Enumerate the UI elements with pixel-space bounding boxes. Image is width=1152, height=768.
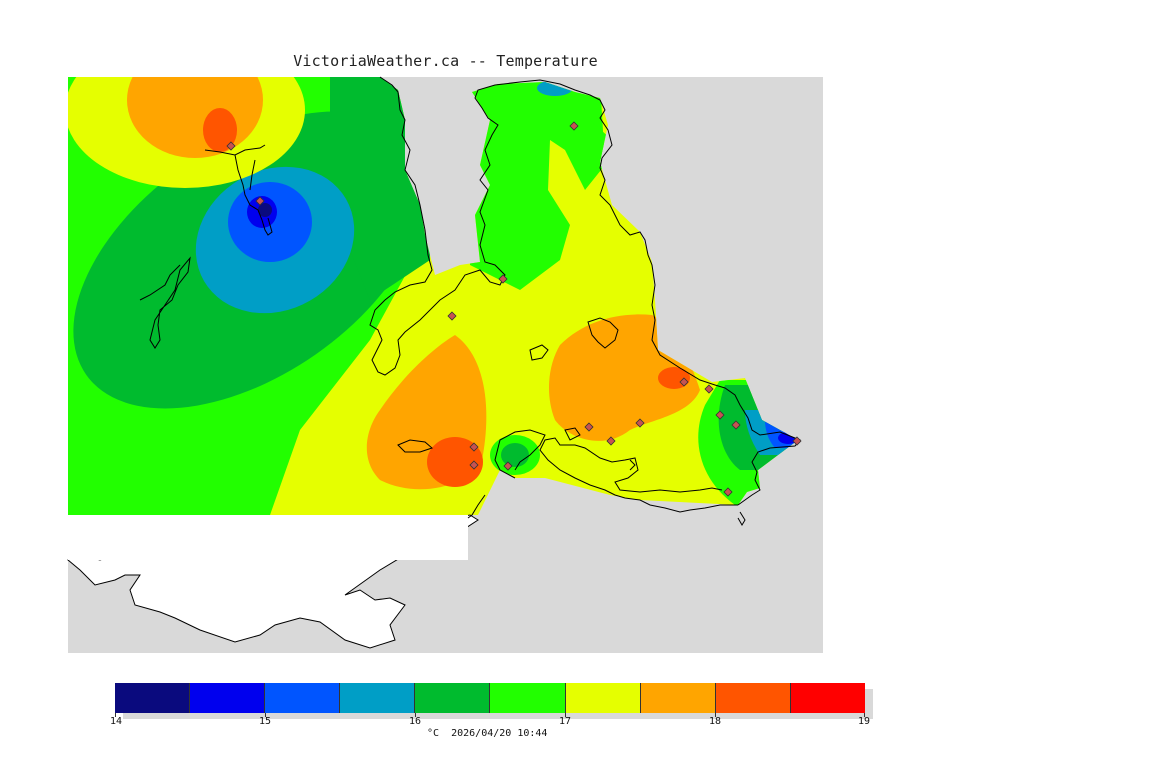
station-marker[interactable] bbox=[503, 461, 513, 471]
station-marker[interactable] bbox=[255, 196, 265, 206]
station-marker[interactable] bbox=[226, 141, 236, 151]
timestamp: 2026/04/20 10:44 bbox=[451, 728, 548, 739]
station-marker[interactable] bbox=[704, 384, 714, 394]
legend-tick-16: 16 bbox=[408, 716, 422, 727]
legend-tick-15: 15 bbox=[258, 716, 272, 727]
legend-swatch bbox=[564, 683, 640, 713]
legend-swatch bbox=[789, 683, 865, 713]
station-marker[interactable] bbox=[715, 410, 725, 420]
legend-tick-18: 18 bbox=[708, 716, 722, 727]
legend-caption: °C 2026/04/20 10:44 bbox=[427, 728, 547, 739]
legend-tick-17: 17 bbox=[558, 716, 572, 727]
station-marker[interactable] bbox=[584, 422, 594, 432]
map-title: VictoriaWeather.ca -- Temperature bbox=[293, 52, 598, 70]
station-marker[interactable] bbox=[792, 436, 802, 446]
station-marker[interactable] bbox=[447, 311, 457, 321]
legend-swatch bbox=[639, 683, 715, 713]
station-marker[interactable] bbox=[606, 436, 616, 446]
legend-swatch bbox=[264, 683, 340, 713]
temperature-contours bbox=[68, 77, 798, 515]
station-marker[interactable] bbox=[469, 460, 479, 470]
temperature-legend bbox=[115, 683, 865, 713]
legend-swatch bbox=[189, 683, 265, 713]
legend-tick-19: 19 bbox=[857, 716, 871, 727]
legend-swatch bbox=[414, 683, 490, 713]
legend-swatch bbox=[339, 683, 415, 713]
legend-swatch bbox=[489, 683, 565, 713]
legend-tick-14: 14 bbox=[109, 716, 123, 727]
station-marker[interactable] bbox=[731, 420, 741, 430]
station-marker[interactable] bbox=[635, 418, 645, 428]
station-marker[interactable] bbox=[498, 274, 508, 284]
station-marker[interactable] bbox=[679, 377, 689, 387]
station-marker[interactable] bbox=[723, 487, 733, 497]
coastlines bbox=[139, 76, 801, 526]
station-marker[interactable] bbox=[569, 121, 579, 131]
legend-swatch bbox=[115, 683, 190, 713]
weather-stations bbox=[226, 121, 802, 497]
legend-unit: °C bbox=[427, 728, 440, 739]
legend-swatch bbox=[714, 683, 790, 713]
station-marker[interactable] bbox=[469, 442, 479, 452]
